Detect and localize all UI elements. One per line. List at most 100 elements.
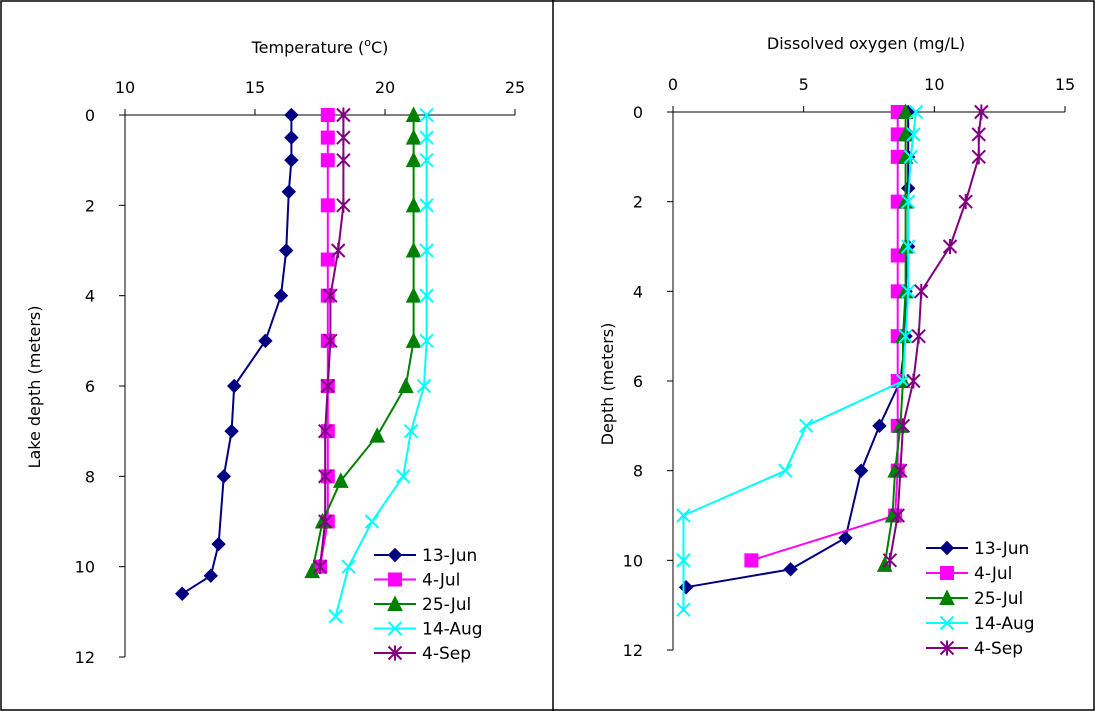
data-point <box>317 423 333 439</box>
legend-item: 13-Jun <box>374 546 477 566</box>
axes: 10 15 20 25 0 2 4 6 8 10 12 <box>75 78 526 667</box>
data-point <box>419 333 434 349</box>
y-tick-label: 6 <box>85 377 95 396</box>
x-tick-label: 15 <box>245 78 265 97</box>
data-point <box>853 463 869 478</box>
data-point <box>320 108 335 122</box>
data-point <box>419 130 434 145</box>
x-tick-label: 20 <box>375 78 395 97</box>
data-point <box>258 333 273 349</box>
data-point <box>226 378 242 394</box>
data-point <box>900 284 916 299</box>
data-point <box>330 243 346 258</box>
series-layer <box>676 103 989 617</box>
legend-label: 4-Jul <box>974 564 1012 584</box>
y-tick-label: 10 <box>623 551 643 570</box>
data-point <box>906 127 921 142</box>
data-point <box>320 424 335 439</box>
data-point <box>911 328 926 344</box>
y-tick-label: 10 <box>75 558 95 577</box>
x-tick-label: 0 <box>668 75 678 94</box>
data-point <box>278 243 294 258</box>
data-point <box>419 198 434 213</box>
legend-item: 4-Jul <box>374 571 460 591</box>
data-point <box>317 514 333 529</box>
data-point <box>317 468 333 484</box>
data-point <box>900 239 916 254</box>
series-4-sep <box>882 104 989 568</box>
data-point <box>893 463 908 479</box>
series-14-aug <box>676 104 924 617</box>
series-4-sep <box>312 107 351 575</box>
y-tick-label: 4 <box>85 287 95 306</box>
data-point <box>397 377 414 393</box>
data-point <box>778 463 793 478</box>
x-axis-title: Dissolved oxygen (mg/L) <box>767 34 965 53</box>
y-tick-label: 2 <box>85 196 95 215</box>
data-point <box>320 469 335 484</box>
legend-label: 4-Jul <box>422 571 460 591</box>
series-13-jun <box>174 107 299 601</box>
data-point <box>882 552 898 568</box>
data-point <box>284 107 299 123</box>
legend-item: 14-Aug <box>374 620 483 640</box>
data-point <box>895 373 911 389</box>
data-point <box>419 152 434 168</box>
x-tick-label: 15 <box>1055 75 1075 94</box>
data-point <box>405 151 422 168</box>
series-14-aug <box>328 107 434 624</box>
data-point <box>364 514 380 529</box>
data-point <box>281 184 297 199</box>
legend-label: 14-Aug <box>974 614 1035 634</box>
legend-label: 4-Sep <box>974 639 1023 659</box>
data-point <box>336 107 351 123</box>
data-point <box>890 508 905 523</box>
data-point <box>405 128 422 145</box>
legend-item: 25-Jul <box>926 589 1023 609</box>
legend-item: 4-Jul <box>926 564 1012 584</box>
x-tick-label: 10 <box>924 75 944 94</box>
legend-item: 13-Jun <box>926 539 1029 559</box>
data-point <box>895 418 911 434</box>
data-point <box>405 196 422 213</box>
data-point <box>676 602 691 617</box>
y-tick-label: 8 <box>85 467 95 486</box>
y-tick-label: 2 <box>633 193 643 212</box>
data-point <box>914 283 929 299</box>
legend-item: 25-Jul <box>374 595 471 615</box>
data-point <box>906 373 921 389</box>
y-tick-label: 6 <box>633 372 643 391</box>
temperature-panel: Temperature (oC) Lake depth (meters) 10 1… <box>25 36 525 667</box>
data-point <box>320 333 335 348</box>
legend-item: 4-Sep <box>374 644 471 664</box>
data-point <box>898 328 913 344</box>
y-axis-title: Lake depth (meters) <box>25 306 44 469</box>
data-point <box>320 198 335 213</box>
data-point <box>405 241 422 258</box>
data-point <box>783 562 798 577</box>
data-point <box>676 508 691 523</box>
legend-label: 4-Sep <box>422 644 471 664</box>
y-tick-label: 0 <box>85 106 95 125</box>
data-point <box>405 287 422 303</box>
y-tick-label: 8 <box>633 462 643 481</box>
data-point <box>323 333 338 349</box>
legend-label: 25-Jul <box>974 589 1023 609</box>
data-point <box>958 194 973 210</box>
y-axis-title: Depth (meters) <box>598 323 617 446</box>
data-point <box>405 332 422 348</box>
data-point <box>211 536 226 552</box>
x-tick-label: 10 <box>115 78 135 97</box>
data-point <box>332 472 349 488</box>
data-point <box>395 469 411 484</box>
data-point <box>369 427 386 443</box>
data-point <box>799 418 814 434</box>
data-point <box>971 126 986 142</box>
x-tick-label: 5 <box>799 75 809 94</box>
data-point <box>203 568 219 583</box>
data-point <box>336 197 351 213</box>
data-point <box>974 104 989 120</box>
series-25-jul <box>304 106 422 579</box>
data-point <box>838 530 853 546</box>
